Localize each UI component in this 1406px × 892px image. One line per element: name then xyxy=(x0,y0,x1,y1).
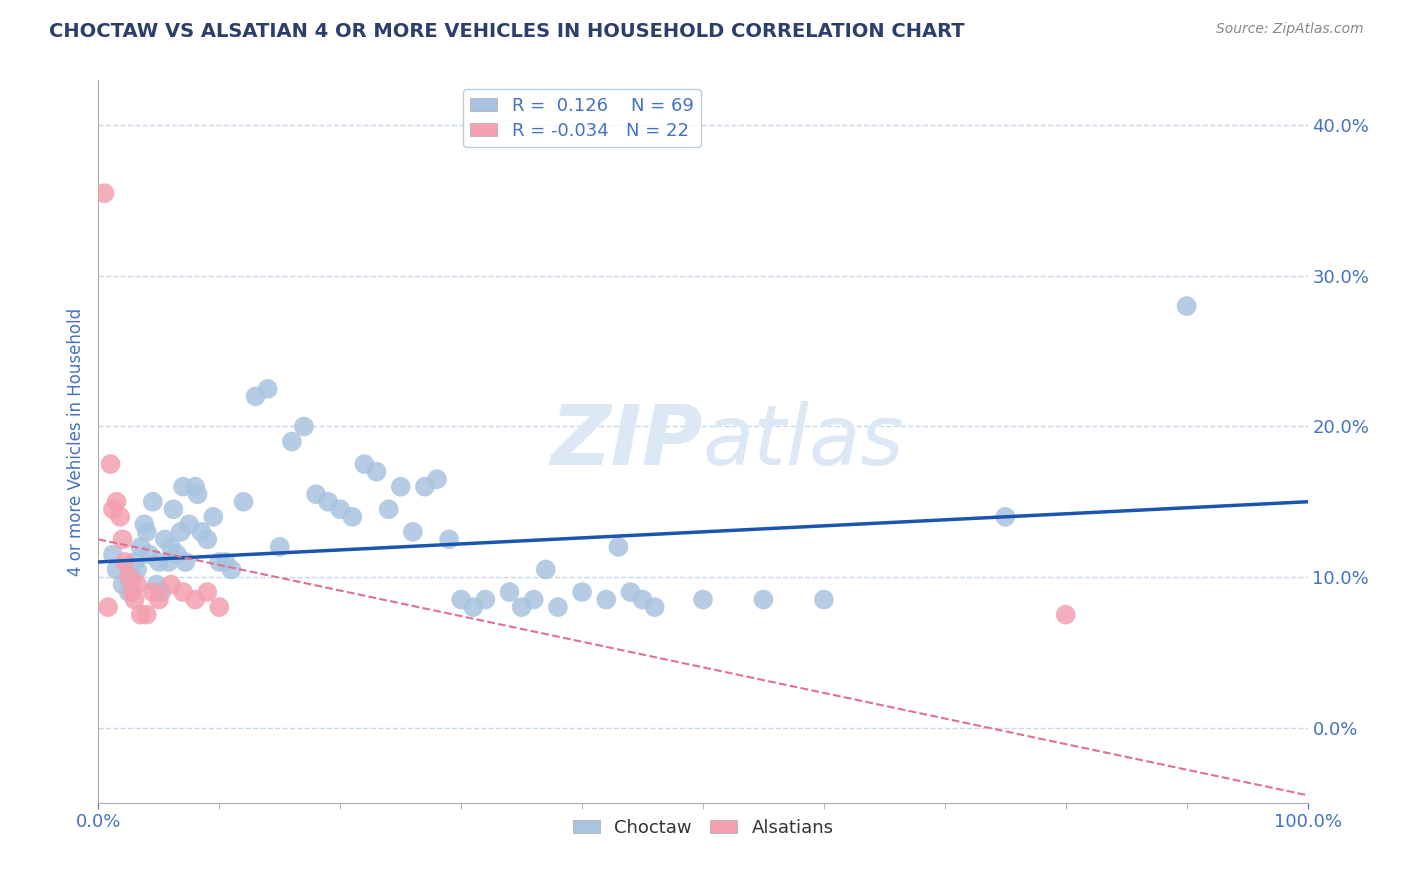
Point xyxy=(474,592,496,607)
Point xyxy=(134,517,156,532)
Point xyxy=(329,502,352,516)
Point xyxy=(172,585,194,599)
Point xyxy=(184,480,207,494)
Point xyxy=(437,533,460,547)
Point xyxy=(172,480,194,494)
Point xyxy=(353,457,375,471)
Y-axis label: 4 or more Vehicles in Household: 4 or more Vehicles in Household xyxy=(66,308,84,575)
Point xyxy=(166,548,188,562)
Point xyxy=(208,555,231,569)
Text: Source: ZipAtlas.com: Source: ZipAtlas.com xyxy=(1216,22,1364,37)
Point xyxy=(108,509,131,524)
Point xyxy=(366,465,388,479)
Point xyxy=(184,592,207,607)
Legend: Choctaw, Alsatians: Choctaw, Alsatians xyxy=(565,812,841,845)
Point xyxy=(595,592,617,607)
Point xyxy=(619,585,641,599)
Point xyxy=(121,570,143,584)
Point xyxy=(135,607,157,622)
Point xyxy=(169,524,191,539)
Point xyxy=(692,592,714,607)
Point xyxy=(145,577,167,591)
Point xyxy=(232,494,254,508)
Point xyxy=(190,524,212,539)
Text: CHOCTAW VS ALSATIAN 4 OR MORE VEHICLES IN HOUSEHOLD CORRELATION CHART: CHOCTAW VS ALSATIAN 4 OR MORE VEHICLES I… xyxy=(49,22,965,41)
Point xyxy=(523,592,546,607)
Point xyxy=(105,494,128,508)
Point xyxy=(607,540,630,554)
Point xyxy=(994,509,1017,524)
Point xyxy=(377,502,399,516)
Point xyxy=(160,540,183,554)
Point xyxy=(195,533,218,547)
Point xyxy=(644,600,666,615)
Point xyxy=(402,524,425,539)
Point xyxy=(316,494,339,508)
Point xyxy=(160,577,183,591)
Point xyxy=(174,555,197,569)
Point xyxy=(631,592,654,607)
Point xyxy=(118,585,141,599)
Text: atlas: atlas xyxy=(703,401,904,482)
Point xyxy=(105,562,128,576)
Point xyxy=(1054,607,1077,622)
Point xyxy=(111,533,134,547)
Point xyxy=(157,555,180,569)
Point xyxy=(221,562,243,576)
Point xyxy=(813,592,835,607)
Point xyxy=(305,487,328,501)
Point xyxy=(179,517,201,532)
Point xyxy=(498,585,520,599)
Point xyxy=(129,540,152,554)
Point xyxy=(342,509,364,524)
Point xyxy=(127,577,149,591)
Point xyxy=(118,570,141,584)
Text: ZIP: ZIP xyxy=(550,401,703,482)
Point xyxy=(97,600,120,615)
Point xyxy=(208,600,231,615)
Point xyxy=(195,585,218,599)
Point xyxy=(463,600,485,615)
Point xyxy=(752,592,775,607)
Point xyxy=(413,480,436,494)
Point xyxy=(148,555,170,569)
Point xyxy=(100,457,122,471)
Point xyxy=(101,548,124,562)
Point xyxy=(93,186,115,201)
Point xyxy=(1175,299,1198,313)
Point xyxy=(214,555,236,569)
Point xyxy=(127,562,149,576)
Point xyxy=(292,419,315,434)
Point xyxy=(534,562,557,576)
Point xyxy=(571,585,593,599)
Point xyxy=(124,555,146,569)
Point xyxy=(153,533,176,547)
Point xyxy=(135,524,157,539)
Point xyxy=(269,540,291,554)
Point xyxy=(510,600,533,615)
Point xyxy=(256,382,278,396)
Point xyxy=(389,480,412,494)
Point xyxy=(138,548,160,562)
Point xyxy=(111,577,134,591)
Point xyxy=(187,487,209,501)
Point xyxy=(245,389,267,403)
Point xyxy=(450,592,472,607)
Point xyxy=(150,585,173,599)
Point xyxy=(114,555,136,569)
Point xyxy=(202,509,225,524)
Point xyxy=(547,600,569,615)
Point xyxy=(121,585,143,599)
Point xyxy=(142,494,165,508)
Point xyxy=(162,502,184,516)
Point xyxy=(124,592,146,607)
Point xyxy=(281,434,304,449)
Point xyxy=(101,502,124,516)
Point xyxy=(129,607,152,622)
Point xyxy=(148,592,170,607)
Point xyxy=(426,472,449,486)
Point xyxy=(142,585,165,599)
